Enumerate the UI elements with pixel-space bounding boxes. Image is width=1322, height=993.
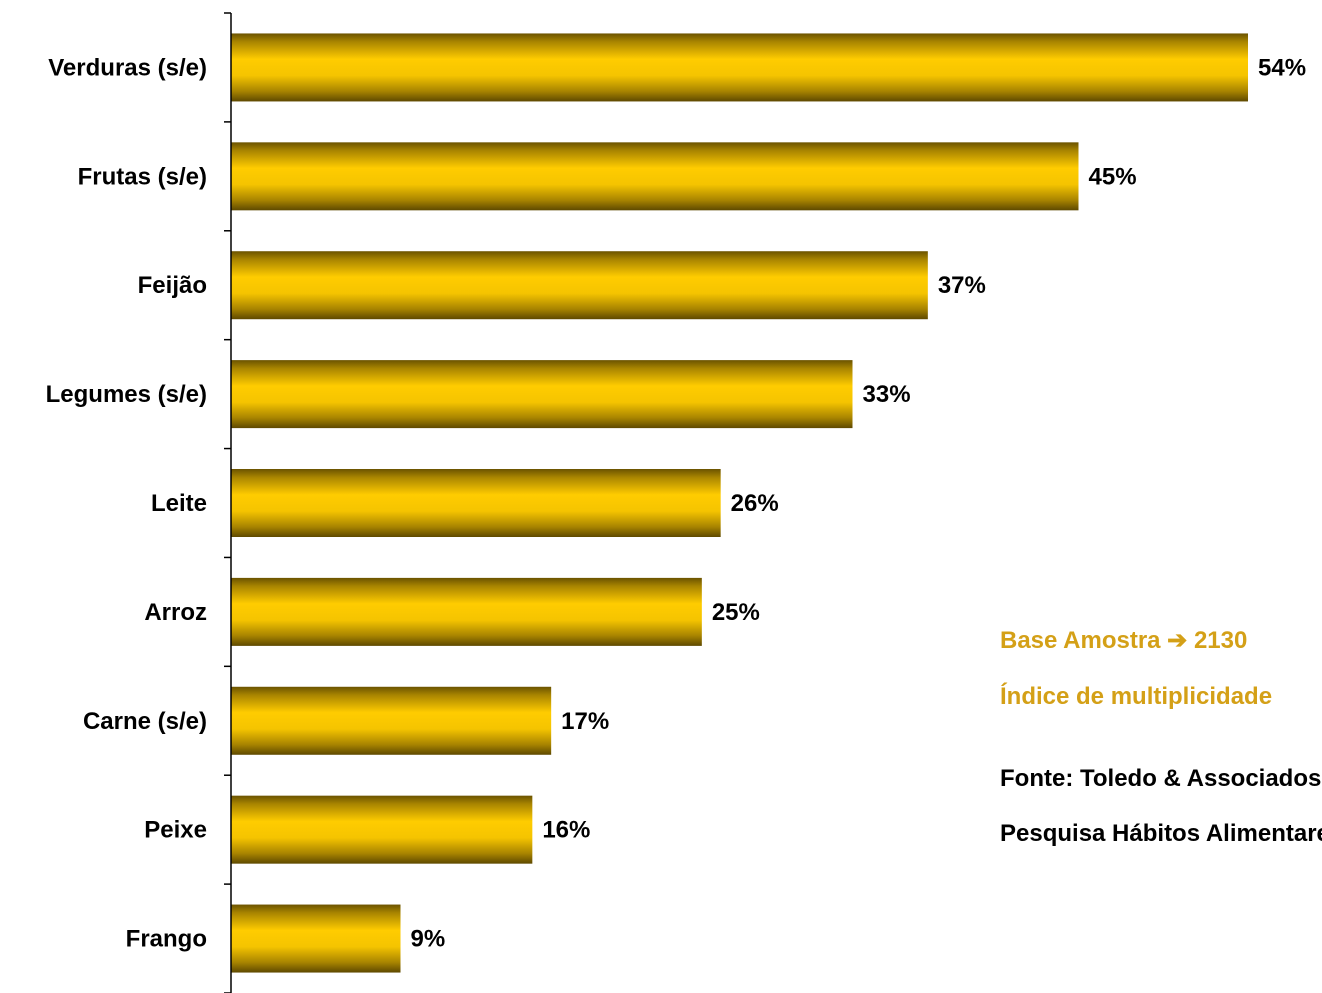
- sample-base-note: Base Amostra ➔ 2130: [1000, 627, 1248, 654]
- category-label: Feijão: [138, 272, 207, 299]
- bar: [231, 904, 401, 973]
- bars-group: [231, 33, 1248, 973]
- bar: [231, 469, 721, 537]
- survey-note: Pesquisa Hábitos Alimentares: [1000, 820, 1322, 847]
- category-label: Frango: [126, 926, 207, 953]
- bar: [231, 795, 533, 864]
- category-label: Leite: [151, 490, 207, 517]
- category-label: Verduras (s/e): [48, 54, 207, 81]
- data-label: 25%: [712, 599, 760, 626]
- source-note: Fonte: Toledo & Associados: [1000, 765, 1322, 792]
- data-label: 33%: [863, 381, 911, 408]
- bar: [231, 686, 552, 755]
- bar: [231, 577, 702, 646]
- data-label: 37%: [938, 272, 986, 299]
- data-label: 16%: [542, 817, 590, 844]
- bar: [231, 251, 928, 320]
- data-label: 26%: [731, 490, 779, 517]
- category-label: Carne (s/e): [83, 708, 207, 735]
- data-label: 54%: [1258, 54, 1306, 81]
- category-label: Arroz: [144, 599, 207, 626]
- category-label: Frutas (s/e): [78, 163, 207, 190]
- bar: [231, 142, 1079, 211]
- labels-group: Verduras (s/e) 54% Frutas (s/e) 45% Feijão 37…: [46, 54, 1306, 952]
- category-label: Peixe: [144, 817, 207, 844]
- data-label: 45%: [1089, 163, 1137, 190]
- category-label: Legumes (s/e): [46, 381, 207, 408]
- data-label: 9%: [411, 926, 446, 953]
- multiplicity-index-note: Índice de multiplicidade: [1000, 683, 1273, 710]
- y-axis: [224, 12, 232, 993]
- data-label: 17%: [561, 708, 609, 735]
- bar: [231, 360, 853, 429]
- bar: [231, 33, 1248, 102]
